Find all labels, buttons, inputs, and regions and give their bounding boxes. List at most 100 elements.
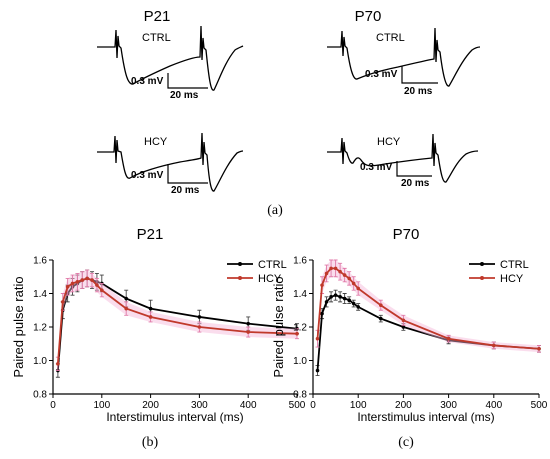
y-tick-label: 1.4: [33, 289, 47, 300]
data-point: [537, 346, 541, 351]
data-point: [446, 336, 451, 341]
scale-mv-label: 0.3 mV: [131, 170, 164, 181]
y-tick-label: 1.6: [33, 256, 47, 267]
data-point: [356, 305, 361, 309]
y-axis-label: Paired pulse ratio: [11, 276, 26, 377]
data-point: [315, 368, 320, 373]
trace-condition-label: CTRL: [142, 32, 171, 44]
scale-bar: [167, 164, 208, 184]
y-tick-label: 0.8: [293, 390, 307, 401]
data-point: [90, 278, 94, 282]
legend-label-hcy: HCY: [258, 273, 282, 285]
trace-p70-hcy: HCY 0.3 mV 20 ms: [327, 133, 479, 189]
data-point: [351, 281, 356, 286]
x-tick-label: 0: [310, 400, 316, 411]
trace-condition-label: HCY: [377, 136, 401, 148]
scale-bar: [167, 73, 208, 89]
x-tick-label: 300: [440, 400, 457, 411]
x-tick-label: 200: [395, 400, 412, 411]
data-point: [315, 336, 320, 341]
data-point: [324, 271, 329, 276]
data-point: [329, 266, 333, 271]
data-point: [333, 266, 338, 271]
data-point: [148, 315, 153, 319]
y-tick-label: 1.2: [33, 323, 47, 334]
data-point: [333, 293, 338, 297]
data-point: [197, 325, 202, 329]
chart-title: P70: [393, 226, 420, 243]
data-point: [75, 279, 80, 284]
x-tick-label: 200: [142, 400, 159, 411]
x-tick-label: 100: [93, 400, 110, 411]
data-point: [329, 295, 333, 299]
y-tick-label: 0.8: [33, 390, 47, 401]
chart-title: P21: [137, 226, 164, 243]
legend-marker: [480, 276, 484, 280]
scale-mv-label: 0.3 mV: [131, 76, 164, 87]
legend-marker: [238, 276, 242, 280]
data-point: [338, 295, 342, 299]
scale-ms-label: 20 ms: [404, 86, 433, 97]
data-point: [95, 283, 99, 287]
trace-p21-hcy: HCY 0.3 mV 20 ms: [97, 132, 244, 196]
x-tick-label: 500: [289, 400, 306, 411]
data-point: [342, 273, 347, 277]
legend-marker: [238, 262, 242, 266]
trace-header-right: P70: [355, 8, 382, 25]
data-point: [100, 288, 104, 292]
data-point: [356, 286, 361, 291]
data-point: [65, 285, 70, 289]
data-point: [401, 325, 406, 329]
data-point: [56, 362, 60, 366]
x-tick-label: 400: [240, 400, 257, 411]
trace-waveform: [327, 133, 479, 183]
data-point: [338, 269, 342, 274]
y-axis-label: Paired pulse ratio: [271, 276, 286, 377]
data-point: [379, 303, 383, 308]
x-tick-label: 100: [350, 400, 367, 411]
trace-waveform: [97, 25, 244, 91]
data-point: [70, 281, 75, 286]
data-point: [148, 306, 153, 311]
scale-bar: [401, 66, 438, 84]
data-point: [320, 283, 324, 287]
data-point: [401, 318, 406, 323]
x-tick-label: 300: [191, 400, 208, 411]
trace-p21-ctrl: CTRL 0.3 mV 20 ms: [97, 25, 244, 101]
data-point: [342, 296, 347, 301]
y-tick-label: 1.0: [293, 356, 307, 367]
trace-p70-ctrl: CTRL 0.3 mV 20 ms: [327, 27, 481, 97]
data-point: [492, 343, 496, 348]
scale-ms-label: 20 ms: [401, 178, 430, 189]
x-tick-label: 400: [485, 400, 502, 411]
data-point: [347, 298, 351, 303]
data-point: [320, 311, 324, 316]
panel-label-c: (c): [398, 435, 414, 450]
y-tick-label: 1.4: [293, 289, 307, 300]
data-point: [347, 276, 351, 281]
trace-waveform: [327, 27, 481, 87]
data-point: [60, 300, 65, 304]
legend-label-hcy: HCY: [500, 273, 524, 285]
data-point: [197, 315, 202, 319]
legend-label-ctrl: CTRL: [258, 259, 287, 271]
legend-label-ctrl: CTRL: [500, 259, 529, 271]
x-axis-label: Interstimulus interval (ms): [357, 410, 494, 424]
data-point: [85, 276, 89, 281]
panel-label-b: (b): [142, 435, 159, 450]
data-point: [324, 300, 329, 304]
data-point: [124, 306, 128, 311]
y-tick-label: 1.6: [293, 256, 307, 267]
x-axis-label: Interstimulus interval (ms): [106, 410, 243, 424]
scale-ms-label: 20 ms: [170, 90, 199, 101]
data-point: [351, 301, 356, 306]
scale-mv-label: 0.3 mV: [365, 69, 398, 80]
x-tick-label: 0: [50, 400, 56, 411]
trace-condition-label: CTRL: [376, 32, 405, 44]
y-tick-label: 1.2: [293, 323, 307, 334]
error-band-hcy: [317, 260, 539, 353]
trace-header-left: P21: [144, 8, 171, 25]
